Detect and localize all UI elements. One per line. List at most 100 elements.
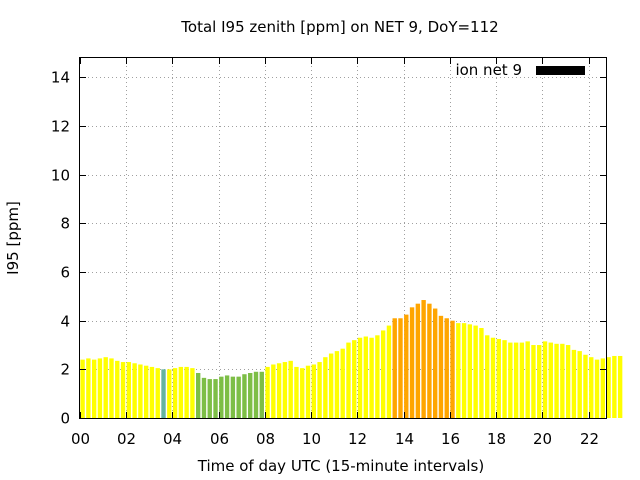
- bar: [432, 308, 438, 418]
- bar: [594, 359, 600, 418]
- bar: [138, 364, 143, 418]
- bar: [363, 336, 369, 418]
- bar: [404, 314, 409, 418]
- bar: [421, 300, 426, 418]
- bar: [323, 357, 328, 418]
- bar: [490, 337, 496, 418]
- bar: [473, 325, 478, 418]
- bar: [485, 335, 490, 418]
- x-tick-label: 16: [441, 430, 460, 448]
- bar: [167, 369, 172, 418]
- x-tick-label: 02: [117, 430, 136, 448]
- bar: [126, 362, 132, 418]
- x-tick-label: 14: [395, 430, 414, 448]
- x-tick-label: 22: [580, 430, 599, 448]
- bar: [265, 366, 270, 418]
- bar: [120, 362, 126, 418]
- bar: [525, 341, 530, 418]
- bar: [496, 338, 501, 418]
- bar: [589, 357, 594, 418]
- bar: [502, 340, 507, 418]
- bar: [519, 342, 525, 418]
- x-tick-label: 12: [348, 430, 367, 448]
- bar: [224, 375, 230, 418]
- bar: [103, 357, 108, 418]
- bar: [357, 337, 363, 418]
- bar: [288, 360, 293, 418]
- bar: [155, 368, 160, 418]
- bar: [190, 368, 195, 418]
- chart-title: Total I95 zenith [ppm] on NET 9, DoY=112: [180, 18, 498, 36]
- bar: [467, 324, 473, 418]
- bar: [427, 303, 432, 418]
- bar: [328, 353, 334, 418]
- bar: [346, 342, 351, 418]
- bar: [438, 315, 444, 418]
- bar: [577, 351, 582, 418]
- bar: [560, 343, 565, 418]
- bar: [606, 357, 611, 418]
- x-tick-label: 04: [163, 430, 182, 448]
- bar: [340, 348, 345, 418]
- x-tick-label: 18: [487, 430, 506, 448]
- x-tick-label: 20: [533, 430, 552, 448]
- bar: [600, 358, 605, 418]
- bar: [276, 363, 282, 418]
- bar: [91, 359, 97, 418]
- bar: [115, 360, 120, 418]
- bar: [219, 376, 224, 418]
- x-tick-label: 10: [302, 430, 321, 448]
- y-tick-label: 12: [51, 118, 70, 136]
- bar: [143, 365, 149, 418]
- bar: [513, 342, 519, 418]
- bar: [300, 368, 305, 418]
- y-tick-label: 0: [60, 410, 70, 428]
- bar: [305, 365, 311, 418]
- bar: [172, 368, 178, 418]
- bar: [461, 323, 467, 418]
- x-axis-label: Time of day UTC (15-minute intervals): [197, 457, 484, 475]
- bar: [375, 335, 380, 418]
- y-tick-label: 4: [60, 313, 70, 331]
- bar: [531, 345, 536, 418]
- bar: [571, 349, 577, 418]
- bar: [236, 376, 241, 418]
- bar: [97, 358, 103, 418]
- bar: [386, 325, 392, 418]
- x-axis-ticks: 00 02 04 06 08 10 12 14 16 18 20 22: [71, 58, 599, 448]
- y-tick-label: 14: [51, 69, 70, 87]
- bar: [583, 354, 588, 418]
- bar: [253, 371, 259, 418]
- bar: [415, 303, 421, 418]
- bar: [508, 342, 513, 418]
- y-tick-label: 8: [60, 215, 70, 233]
- bar: [380, 330, 386, 418]
- bar: [334, 351, 340, 418]
- y-axis-label: I95 [ppm]: [4, 201, 22, 275]
- legend-swatch: [536, 66, 585, 75]
- y-tick-label: 2: [60, 361, 70, 379]
- y-tick-label: 10: [51, 167, 70, 185]
- bar: [213, 379, 218, 418]
- x-tick-label: 08: [256, 430, 275, 448]
- bar: [196, 373, 201, 418]
- bar: [317, 362, 322, 418]
- bar: [612, 355, 617, 418]
- bar: [409, 307, 415, 418]
- legend-label: ion net 9: [455, 61, 522, 79]
- plot-frame: [79, 57, 607, 419]
- bar: [161, 369, 166, 418]
- bar: [201, 377, 207, 418]
- bar: [548, 342, 553, 418]
- bar: [565, 345, 571, 418]
- bar: [271, 364, 276, 418]
- bar: [392, 318, 397, 418]
- bar: [311, 364, 316, 418]
- x-tick-label: 00: [71, 430, 90, 448]
- bar: [450, 320, 455, 418]
- bar: [479, 328, 484, 418]
- bar: [398, 318, 403, 418]
- bar: [149, 366, 155, 418]
- bars: [80, 300, 623, 418]
